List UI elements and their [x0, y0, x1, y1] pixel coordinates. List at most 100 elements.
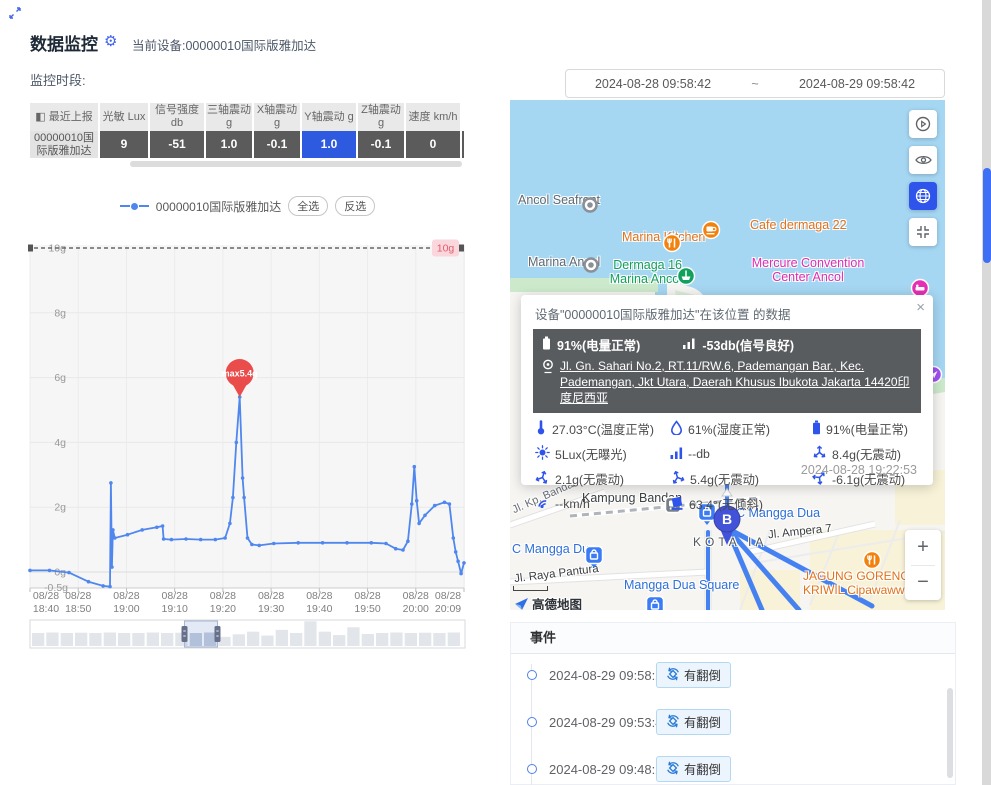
device-name-cell[interactable]: 00000010国际版雅加达 [30, 131, 100, 158]
map-zoom-control: + − [905, 530, 941, 600]
event-item: 2024-08-29 09:58:27 有翻倒 [511, 662, 955, 688]
map-label: Cafe dermaga 22 [750, 218, 847, 232]
reading-text: -6.1g(无震动) [832, 473, 906, 488]
gray-dot-marker[interactable] [582, 256, 600, 279]
sensor-reading: 27.03°C(温度正常) [535, 420, 670, 438]
popup-close-icon[interactable]: × [916, 299, 925, 316]
end-datetime[interactable]: 2024-08-29 09:58:42 [798, 76, 916, 91]
device-pin-b[interactable]: B [710, 504, 744, 553]
map-visibility-button[interactable] [909, 146, 937, 174]
mall-marker[interactable] [697, 502, 717, 531]
svg-text:08/28: 08/28 [65, 590, 91, 602]
svg-text:8g: 8g [54, 307, 66, 319]
map-play-button[interactable] [909, 110, 937, 138]
map-scale-bar [513, 586, 548, 591]
column-header[interactable]: 光敏 Lux [100, 103, 150, 131]
legend-line-icon[interactable] [119, 202, 149, 210]
map[interactable]: Ancol Seafront Marina Kitchen Cafe dermaga… [510, 100, 945, 610]
reading-text: 63.4°(无倾斜) [689, 498, 763, 513]
chart-legend: 00000010国际版雅加达 全选 反选 [30, 196, 465, 216]
vibration-z-icon [812, 470, 827, 488]
event-tag-button[interactable]: 有翻倒 [656, 756, 731, 782]
sensor-reading: 61%(湿度正常) [670, 420, 812, 438]
column-header[interactable]: X轴震动 g [254, 103, 302, 131]
popup-address[interactable]: Jl. Gn. Sahari No.2, RT.11/RW.6, Pademan… [560, 359, 910, 405]
gray-dot-marker[interactable] [581, 196, 599, 219]
map-label: Dermaga 16 Marina Ancol [609, 258, 682, 287]
column-header[interactable]: 三轴震动 g [206, 103, 254, 131]
map-label: JAGUNG GORENG KRIWIL Cipawawwaww [803, 569, 929, 597]
zoom-out-button[interactable]: − [917, 571, 929, 594]
restaurant-marker[interactable] [862, 550, 882, 575]
column-header[interactable]: 速度 km/h [406, 103, 462, 131]
page-scrollbar-thumb[interactable] [983, 168, 991, 263]
vibration-line-chart[interactable]: 10g8g6g4g2g0g-0.5g08/2818:4008/2818:5008… [28, 237, 470, 651]
popup-status-banner: 91%(电量正常) -53db(信号良好) Jl. Gn. Sahari No.… [533, 329, 921, 414]
restaurant-marker[interactable] [662, 233, 682, 258]
events-scrollbar[interactable] [947, 688, 953, 778]
map-label: Mercure Convention Center Ancol [751, 256, 865, 285]
invert-select-button[interactable]: 反选 [335, 196, 376, 216]
date-range-picker[interactable]: 2024-08-28 09:58:42 ~ 2024-08-29 09:58:4… [565, 69, 945, 98]
map-fullscreen-button[interactable] [909, 218, 937, 246]
popup-timestamp: 2024-08-28 19:22:53 [800, 463, 917, 477]
svg-text:08/28: 08/28 [354, 590, 380, 602]
sensor-reading: 63.4°(无倾斜) [670, 495, 812, 513]
event-tag-button[interactable]: 有翻倒 [656, 662, 731, 688]
value-cell[interactable]: -0.1 [254, 131, 302, 158]
reading-text: 5Lux(无曝光) [555, 448, 627, 463]
table-horizontal-scrollbar[interactable] [130, 161, 462, 167]
white-arrow-marker[interactable] [720, 484, 734, 502]
svg-text:08/28: 08/28 [113, 590, 139, 602]
legend-series-label[interactable]: 00000010国际版雅加达 [155, 199, 282, 214]
range-separator: ~ [751, 76, 759, 91]
svg-text:10g: 10g [437, 243, 455, 255]
sensor-reading: --db [670, 445, 812, 463]
page-scrollbar-track[interactable] [982, 0, 991, 785]
value-cell[interactable]: 9 [100, 131, 150, 158]
event-tag-button[interactable]: 有翻倒 [656, 709, 731, 735]
popup-title: 设备"00000010国际版雅加达"在该位置 的数据 [535, 308, 791, 322]
column-header[interactable]: Z轴震动 g [358, 103, 406, 131]
svg-text:18:40: 18:40 [33, 603, 59, 615]
current-device-label: 当前设备:00000010国际版雅加达 [132, 39, 317, 53]
value-cell[interactable]: -51 [150, 131, 206, 158]
column-header[interactable]: Y轴震动 g [302, 103, 358, 131]
value-cell[interactable]: 0 [406, 131, 462, 158]
sensor-reading: --km/h [535, 495, 670, 513]
mall-marker[interactable] [584, 545, 604, 574]
amap-logo-icon [515, 598, 528, 610]
start-datetime[interactable]: 2024-08-28 09:58:42 [594, 76, 712, 91]
tilt-icon [670, 496, 684, 513]
battery-icon [812, 420, 821, 438]
reading-text: --km/h [555, 497, 590, 512]
svg-text:B: B [722, 511, 732, 527]
svg-text:max5.4g: max5.4g [222, 369, 258, 379]
map-layers-globe-button[interactable] [909, 182, 937, 210]
svg-text:20:09: 20:09 [435, 603, 461, 615]
select-all-button[interactable]: 全选 [288, 196, 329, 216]
column-header[interactable]: ◧ 最近上报 [30, 103, 100, 131]
location-pin-icon [542, 359, 554, 406]
timeline-dot [527, 670, 537, 680]
sensor-reading: 91%(电量正常) [812, 420, 919, 438]
svg-text:19:40: 19:40 [306, 603, 332, 615]
page-title: 数据监控 [30, 35, 98, 54]
settings-gear-icon[interactable]: ⚙ [104, 33, 118, 50]
zoom-in-button[interactable]: + [917, 535, 929, 558]
vibration-x-icon [535, 470, 550, 488]
sensor-reading: 5.4g(无震动) [670, 470, 812, 488]
event-tag-label: 有翻倒 [684, 669, 721, 683]
reading-text: 27.03°C(温度正常) [552, 423, 654, 438]
column-header[interactable]: 信号强度 db [150, 103, 206, 131]
value-cell[interactable]: 1.0 [302, 131, 358, 158]
mall-marker[interactable] [645, 595, 665, 610]
svg-text:08/28: 08/28 [306, 590, 332, 602]
amap-logo-text: 高德地图 [532, 598, 583, 610]
value-cell[interactable]: -0.1 [358, 131, 406, 158]
map-popup: × 设备"00000010国际版雅加达"在该位置 的数据 91%(电量正常) -… [521, 295, 933, 512]
collapse-icon[interactable] [7, 5, 23, 21]
cafe-marker[interactable] [701, 220, 721, 245]
dock-marker[interactable] [676, 266, 696, 291]
value-cell[interactable]: 1.0 [206, 131, 254, 158]
